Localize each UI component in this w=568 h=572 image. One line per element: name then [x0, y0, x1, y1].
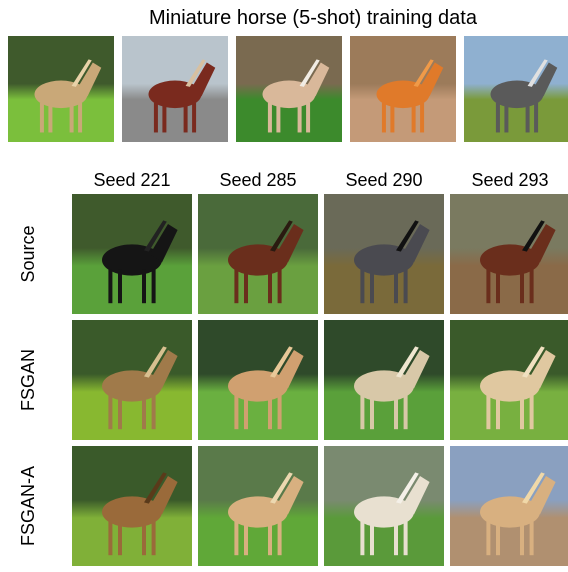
horse-leg: [244, 270, 248, 304]
photo: [72, 194, 192, 314]
horse-leg: [152, 522, 156, 556]
column-label: Seed 290: [345, 170, 422, 190]
horse-leg: [152, 396, 156, 430]
horse-leg: [268, 522, 272, 556]
horse-leg: [404, 270, 408, 304]
photo: [450, 194, 568, 314]
horse-leg: [486, 270, 490, 304]
horse-leg: [192, 103, 196, 133]
column-label: Seed 285: [219, 170, 296, 190]
horse-leg: [154, 103, 158, 133]
horse-leg: [394, 522, 398, 556]
horse-leg: [370, 396, 374, 430]
horse-leg: [142, 270, 146, 304]
photo: [324, 446, 444, 566]
horse-leg: [162, 103, 166, 133]
row-label: Source: [18, 225, 38, 282]
horse-leg: [370, 270, 374, 304]
horse-leg: [370, 522, 374, 556]
horse-leg: [496, 103, 500, 133]
horse-leg: [142, 522, 146, 556]
horse-leg: [496, 396, 500, 430]
photo: [350, 36, 456, 142]
horse-leg: [530, 270, 534, 304]
horse-leg: [278, 270, 282, 304]
horse-leg: [394, 396, 398, 430]
photo: [198, 320, 318, 440]
figure: Miniature horse (5-shot) training data S…: [0, 0, 568, 567]
horse-leg: [496, 522, 500, 556]
horse-leg: [520, 396, 524, 430]
horse-leg: [520, 522, 524, 556]
horse-leg: [234, 396, 238, 430]
photo: [324, 320, 444, 440]
photo: [8, 36, 114, 142]
horse-leg: [108, 522, 112, 556]
photo: [236, 36, 342, 142]
horse-leg: [118, 270, 122, 304]
horse-leg: [306, 103, 310, 133]
horse-leg: [360, 522, 364, 556]
photo: [450, 446, 568, 566]
horse-leg: [496, 270, 500, 304]
horse-leg: [184, 103, 188, 133]
horse-leg: [486, 396, 490, 430]
horse-leg: [504, 103, 508, 133]
horse-leg: [118, 396, 122, 430]
horse-leg: [382, 103, 386, 133]
horse-leg: [78, 103, 82, 133]
horse-leg: [40, 103, 44, 133]
photo: [450, 320, 568, 440]
horse-leg: [404, 522, 408, 556]
horse-leg: [142, 396, 146, 430]
horse-leg: [268, 103, 272, 133]
horse-leg: [278, 396, 282, 430]
photo: [198, 446, 318, 566]
row-label: FSGAN-A: [18, 466, 38, 546]
horse-leg: [404, 396, 408, 430]
column-label: Seed 293: [471, 170, 548, 190]
photo: [72, 320, 192, 440]
horse-leg: [152, 270, 156, 304]
row-label: FSGAN: [18, 349, 38, 411]
horse-leg: [420, 103, 424, 133]
horse-leg: [108, 396, 112, 430]
horse-leg: [520, 270, 524, 304]
horse-leg: [360, 396, 364, 430]
horse-leg: [108, 270, 112, 304]
horse-leg: [526, 103, 530, 133]
horse-leg: [244, 396, 248, 430]
photo: [72, 446, 192, 566]
horse-leg: [244, 522, 248, 556]
horse-leg: [534, 103, 538, 133]
figure-title: Miniature horse (5-shot) training data: [149, 7, 478, 29]
horse-leg: [278, 522, 282, 556]
horse-leg: [394, 270, 398, 304]
horse-leg: [412, 103, 416, 133]
horse-leg: [268, 270, 272, 304]
horse-leg: [276, 103, 280, 133]
photo: [464, 36, 568, 142]
horse-leg: [298, 103, 302, 133]
horse-leg: [48, 103, 52, 133]
column-label: Seed 221: [93, 170, 170, 190]
photo: [122, 36, 228, 142]
photo: [198, 194, 318, 314]
horse-leg: [530, 522, 534, 556]
horse-leg: [390, 103, 394, 133]
horse-leg: [268, 396, 272, 430]
horse-leg: [530, 396, 534, 430]
horse-leg: [70, 103, 74, 133]
horse-leg: [234, 270, 238, 304]
horse-leg: [118, 522, 122, 556]
horse-leg: [486, 522, 490, 556]
horse-leg: [360, 270, 364, 304]
horse-leg: [234, 522, 238, 556]
photo: [324, 194, 444, 314]
